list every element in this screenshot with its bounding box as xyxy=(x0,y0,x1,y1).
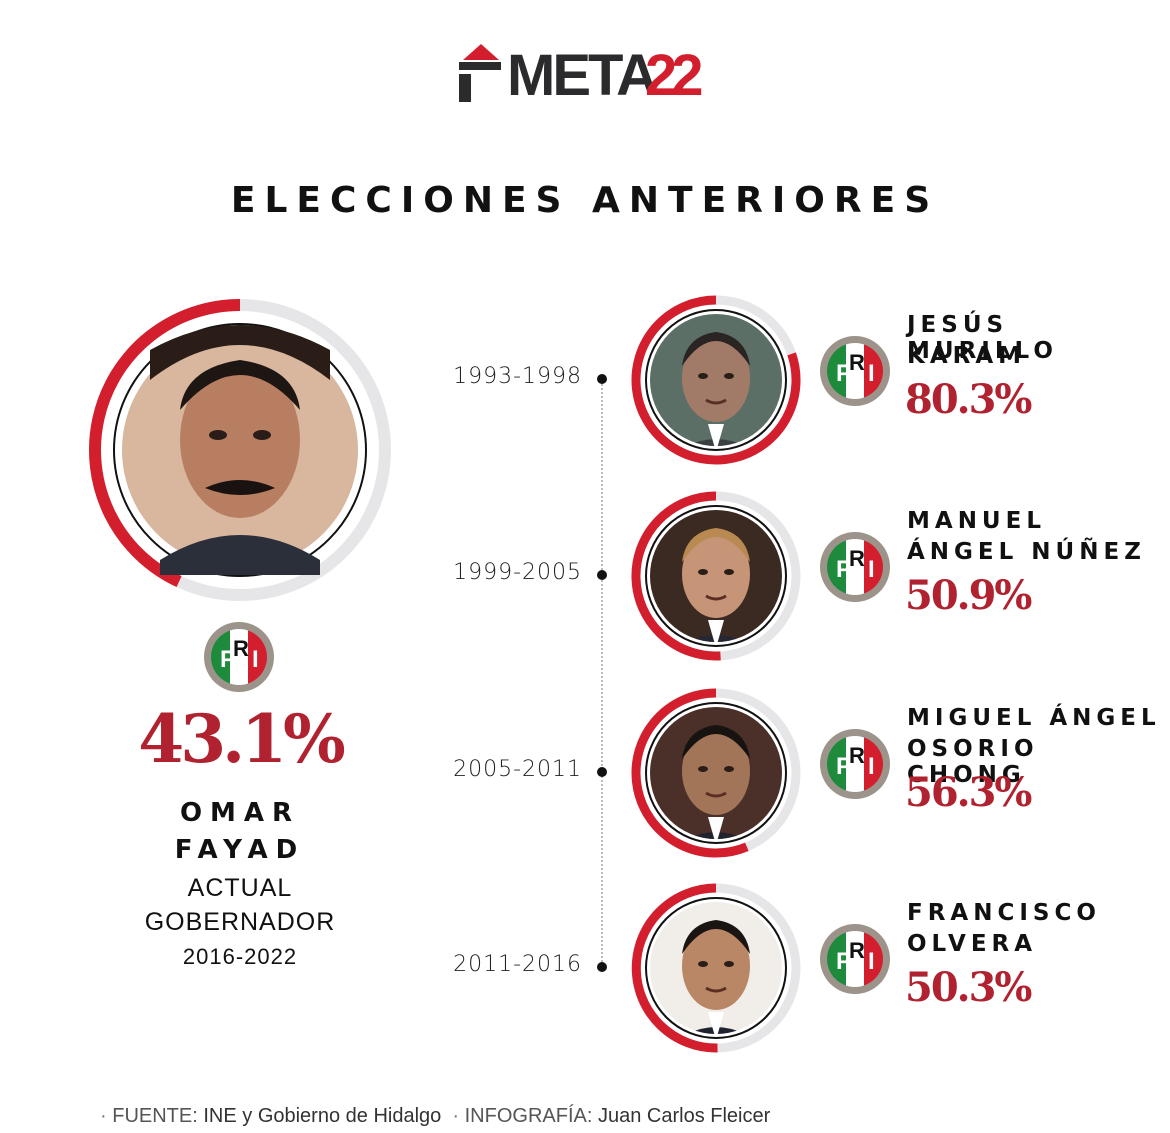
svg-text:I: I xyxy=(868,753,875,780)
svg-text:P: P xyxy=(836,753,852,780)
source-label: FUENTE: xyxy=(112,1105,198,1127)
logo-text: META xyxy=(507,43,658,108)
candidate-name-line1: MIGUEL ÁNGEL xyxy=(907,705,1161,731)
governor-role-line1: ACTUAL xyxy=(187,874,293,902)
svg-text:I: I xyxy=(868,556,875,583)
credit-label: INFOGRAFÍA: xyxy=(464,1105,593,1127)
pri-logo-icon: P R I xyxy=(820,336,890,406)
governor-name-first: OMAR xyxy=(179,798,301,828)
candidate-name-line2: KARAM xyxy=(907,343,1027,369)
svg-text:R: R xyxy=(849,350,865,375)
timeline-year: 1993-1998 xyxy=(453,364,582,389)
source-value: INE y Gobierno de Hidalgo xyxy=(203,1105,442,1127)
portrait-murillo-karam xyxy=(650,314,782,446)
candidate-name-line1: FRANCISCO xyxy=(907,900,1101,926)
ring-value xyxy=(631,491,721,661)
svg-text:P: P xyxy=(836,948,852,975)
candidate-name-line2: OSORIO CHONG xyxy=(907,736,1039,788)
timeline-year: 2011-2016 xyxy=(453,952,582,977)
candidate-percent: 50.9% xyxy=(905,572,1032,619)
timeline-dot xyxy=(597,570,607,580)
credit-value: Juan Carlos Fleicer xyxy=(597,1105,771,1127)
svg-text:R: R xyxy=(849,546,865,571)
timeline-dot xyxy=(597,374,607,384)
pri-logo-icon: P R I xyxy=(820,729,890,799)
svg-text:I: I xyxy=(252,646,259,673)
timeline-dot xyxy=(597,962,607,972)
governor-ring-value xyxy=(89,299,241,588)
pri-logo-icon: P R I xyxy=(820,532,890,602)
portrait-angel-nunez xyxy=(650,510,782,642)
candidate-name-line2: ÁNGEL NÚÑEZ xyxy=(907,539,1146,565)
portrait-francisco-olvera xyxy=(650,902,782,1034)
timeline-dot xyxy=(597,767,607,777)
svg-text:I: I xyxy=(868,360,875,387)
logo-number: 22 xyxy=(645,43,703,108)
portrait-osorio-chong xyxy=(650,707,782,839)
svg-text:I: I xyxy=(868,948,875,975)
svg-text:R: R xyxy=(233,636,249,661)
candidate-donut-chart xyxy=(631,883,801,1053)
source-note: · FUENTE: INE y Gobierno de Hidalgo · IN… xyxy=(100,1105,771,1127)
ballot-box-icon xyxy=(459,44,501,102)
governor-role-line2: GOBERNADOR xyxy=(144,908,336,936)
timeline-year: 1999-2005 xyxy=(453,560,582,585)
candidate-percent: 56.3% xyxy=(905,769,1032,816)
governor-years: 2016-2022 xyxy=(182,944,298,969)
pri-logo-icon: P R I xyxy=(820,924,890,994)
svg-text:P: P xyxy=(836,556,852,583)
candidate-name-line1: JESÚS MURILLO xyxy=(907,312,1058,364)
candidate-donut-chart xyxy=(631,491,801,661)
svg-text:P: P xyxy=(836,360,852,387)
candidate-name-line2: OLVERA xyxy=(907,931,1038,957)
svg-text:R: R xyxy=(849,938,865,963)
governor-percent: 43.1% xyxy=(138,700,345,778)
governor-name-last: FAYAD xyxy=(174,835,306,865)
candidate-donut-chart xyxy=(631,295,801,465)
ring-value xyxy=(631,295,801,465)
timeline-line xyxy=(601,380,603,970)
page-title: ELECCIONES ANTERIORES xyxy=(230,180,940,221)
portrait-omar-fayad xyxy=(122,325,358,575)
pri-logo-icon: P R I xyxy=(204,622,274,692)
svg-text:P: P xyxy=(220,646,236,673)
candidate-name-line1: MANUEL xyxy=(907,508,1046,534)
candidate-donut-chart xyxy=(631,688,801,858)
timeline-year: 2005-2011 xyxy=(453,757,582,782)
ring-value xyxy=(631,883,718,1053)
candidate-percent: 80.3% xyxy=(905,376,1032,423)
ring-value xyxy=(631,688,749,858)
candidate-percent: 50.3% xyxy=(905,964,1032,1011)
governor-donut-chart xyxy=(89,299,391,601)
meta22-logo: META 22 xyxy=(455,40,725,110)
svg-text:R: R xyxy=(849,743,865,768)
